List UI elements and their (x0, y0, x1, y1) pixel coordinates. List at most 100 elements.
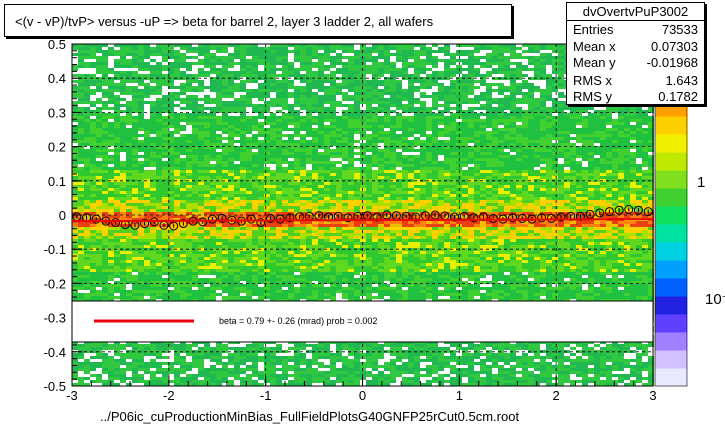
heatmap-cell (516, 176, 522, 179)
heatmap-cell (570, 143, 576, 146)
heatmap-cell (138, 110, 144, 113)
heatmap-cell (300, 113, 306, 116)
heatmap-cell (426, 164, 432, 167)
heatmap-cell (162, 74, 168, 77)
heatmap-cell (408, 194, 414, 197)
heatmap-cell (366, 122, 372, 125)
heatmap-cell (78, 65, 84, 68)
heatmap-cell (312, 53, 318, 56)
heatmap-cell (408, 137, 414, 140)
heatmap-cell (402, 143, 408, 146)
heatmap-cell (384, 110, 390, 113)
heatmap-cell (144, 59, 150, 62)
heatmap-cell (234, 98, 240, 101)
heatmap-cell (456, 191, 462, 194)
heatmap-cell (618, 122, 624, 125)
heatmap-cell (420, 92, 426, 95)
heatmap-cell (354, 137, 360, 140)
heatmap-cell (480, 95, 486, 98)
heatmap-cell (492, 53, 498, 56)
heatmap-cell (630, 146, 636, 149)
heatmap-cell (186, 161, 192, 164)
heatmap-cell (432, 71, 438, 74)
heatmap-cell (306, 68, 312, 71)
heatmap-cell (528, 146, 534, 149)
heatmap-cell (426, 194, 432, 197)
heatmap-cell (174, 62, 180, 65)
heatmap-cell (588, 194, 594, 197)
heatmap-cell (156, 137, 162, 140)
heatmap-cell (180, 83, 186, 86)
heatmap-cell (204, 140, 210, 143)
heatmap-cell (372, 146, 378, 149)
heatmap-cell (624, 116, 630, 119)
heatmap-cell (372, 113, 378, 116)
heatmap-cell (84, 62, 90, 65)
heatmap-cell (318, 104, 324, 107)
heatmap-cell (162, 44, 168, 47)
heatmap-cell (450, 98, 456, 101)
heatmap-cell (498, 107, 504, 110)
heatmap-cell (102, 56, 108, 59)
heatmap-cell (384, 68, 390, 71)
heatmap-cell (498, 83, 504, 86)
heatmap-cell (414, 98, 420, 101)
heatmap-cell (240, 128, 246, 131)
heatmap-cell (468, 128, 474, 131)
heatmap-cell (120, 140, 126, 143)
heatmap-cell (162, 167, 168, 170)
heatmap-cell (228, 122, 234, 125)
heatmap-cell (510, 185, 516, 188)
heatmap-cell (600, 107, 606, 110)
heatmap-cell (594, 161, 600, 164)
heatmap-cell (288, 158, 294, 161)
heatmap-cell (300, 44, 306, 47)
heatmap-cell (72, 155, 78, 158)
heatmap-cell (210, 185, 216, 188)
heatmap-cell (210, 62, 216, 65)
heatmap-cell (312, 125, 318, 128)
heatmap-cell (84, 71, 90, 74)
heatmap-cell (312, 182, 318, 185)
heatmap-cell (444, 128, 450, 131)
heatmap-cell (630, 128, 636, 131)
heatmap-cell (486, 185, 492, 188)
heatmap-cell (168, 182, 174, 185)
heatmap-cell (294, 137, 300, 140)
heatmap-cell (642, 140, 648, 143)
heatmap-cell (342, 176, 348, 179)
heatmap-cell (288, 152, 294, 155)
heatmap-cell (120, 92, 126, 95)
heatmap-cell (624, 188, 630, 191)
heatmap-cell (192, 194, 198, 197)
heatmap-cell (576, 116, 582, 119)
heatmap-cell (600, 158, 606, 161)
heatmap-cell (264, 92, 270, 95)
heatmap-cell (600, 188, 606, 191)
heatmap-cell (312, 140, 318, 143)
heatmap-cell (192, 74, 198, 77)
heatmap-cell (336, 125, 342, 128)
heatmap-cell (498, 149, 504, 152)
heatmap-cell (372, 74, 378, 77)
heatmap-cell (348, 161, 354, 164)
heatmap-cell (360, 176, 366, 179)
heatmap-cell (318, 170, 324, 173)
heatmap-cell (360, 53, 366, 56)
heatmap-cell (354, 98, 360, 101)
heatmap-cell (174, 161, 180, 164)
heatmap-cell (618, 155, 624, 158)
heatmap-cell (534, 104, 540, 107)
heatmap-cell (594, 140, 600, 143)
heatmap-cell (420, 80, 426, 83)
heatmap-cell (390, 56, 396, 59)
heatmap-cell (360, 125, 366, 128)
heatmap-cell (348, 149, 354, 152)
heatmap-cell (576, 122, 582, 125)
heatmap-cell (540, 104, 546, 107)
heatmap-cell (486, 62, 492, 65)
heatmap-cell (120, 188, 126, 191)
heatmap-cell (102, 140, 108, 143)
heatmap-cell (414, 119, 420, 122)
heatmap-cell (468, 104, 474, 107)
